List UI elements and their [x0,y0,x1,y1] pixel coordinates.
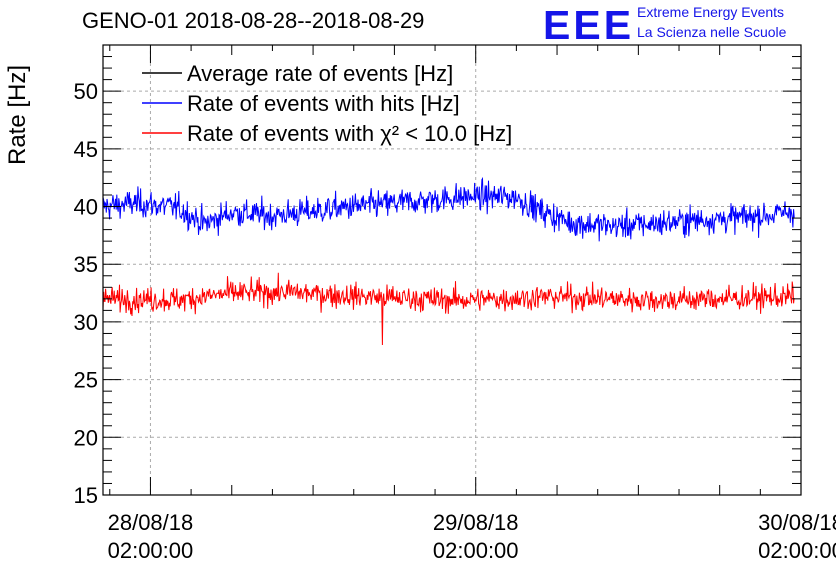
axes: 15 20 25 30 35 40 45 50 28/08/18 02:00:00 29/08/18… [74,44,836,563]
eee-logo: EEE [543,2,635,48]
y-tick-label: 50 [74,79,98,104]
series-line-chi2 [102,272,795,346]
x-tick-time: 02:00:00 [108,538,194,563]
logo-line-2: La Scienza nelle Scuole [637,24,787,40]
y-tick-label: 30 [74,310,98,335]
y-tick-label: 25 [74,368,98,393]
x-tick-time: 02:00:00 [433,538,519,563]
y-tick-label: 45 [74,137,98,162]
legend-label: Average rate of events [Hz] [187,61,453,86]
y-tick-label: 35 [74,252,98,277]
x-tick-date: 28/08/18 [108,510,194,535]
x-tick-date: 29/08/18 [433,510,519,535]
series-layer [102,176,795,346]
x-tick-date: 30/08/18 [758,510,836,535]
logo-line-1: Extreme Energy Events [637,4,785,20]
chart-title: GENO-01 2018-08-28--2018-08-29 [82,8,425,33]
y-tick-label: 15 [74,483,98,508]
x-tick-time: 02:00:00 [758,538,836,563]
y-tick-label: 40 [74,195,98,220]
plot-frame [102,44,802,496]
series-line-hits [102,176,795,242]
legend: Average rate of events [Hz] Rate of event… [142,61,512,146]
y-tick-label: 20 [74,425,98,450]
legend-label: Rate of events with χ² < 10.0 [Hz] [187,121,512,146]
legend-label: Rate of events with hits [Hz] [187,91,460,116]
